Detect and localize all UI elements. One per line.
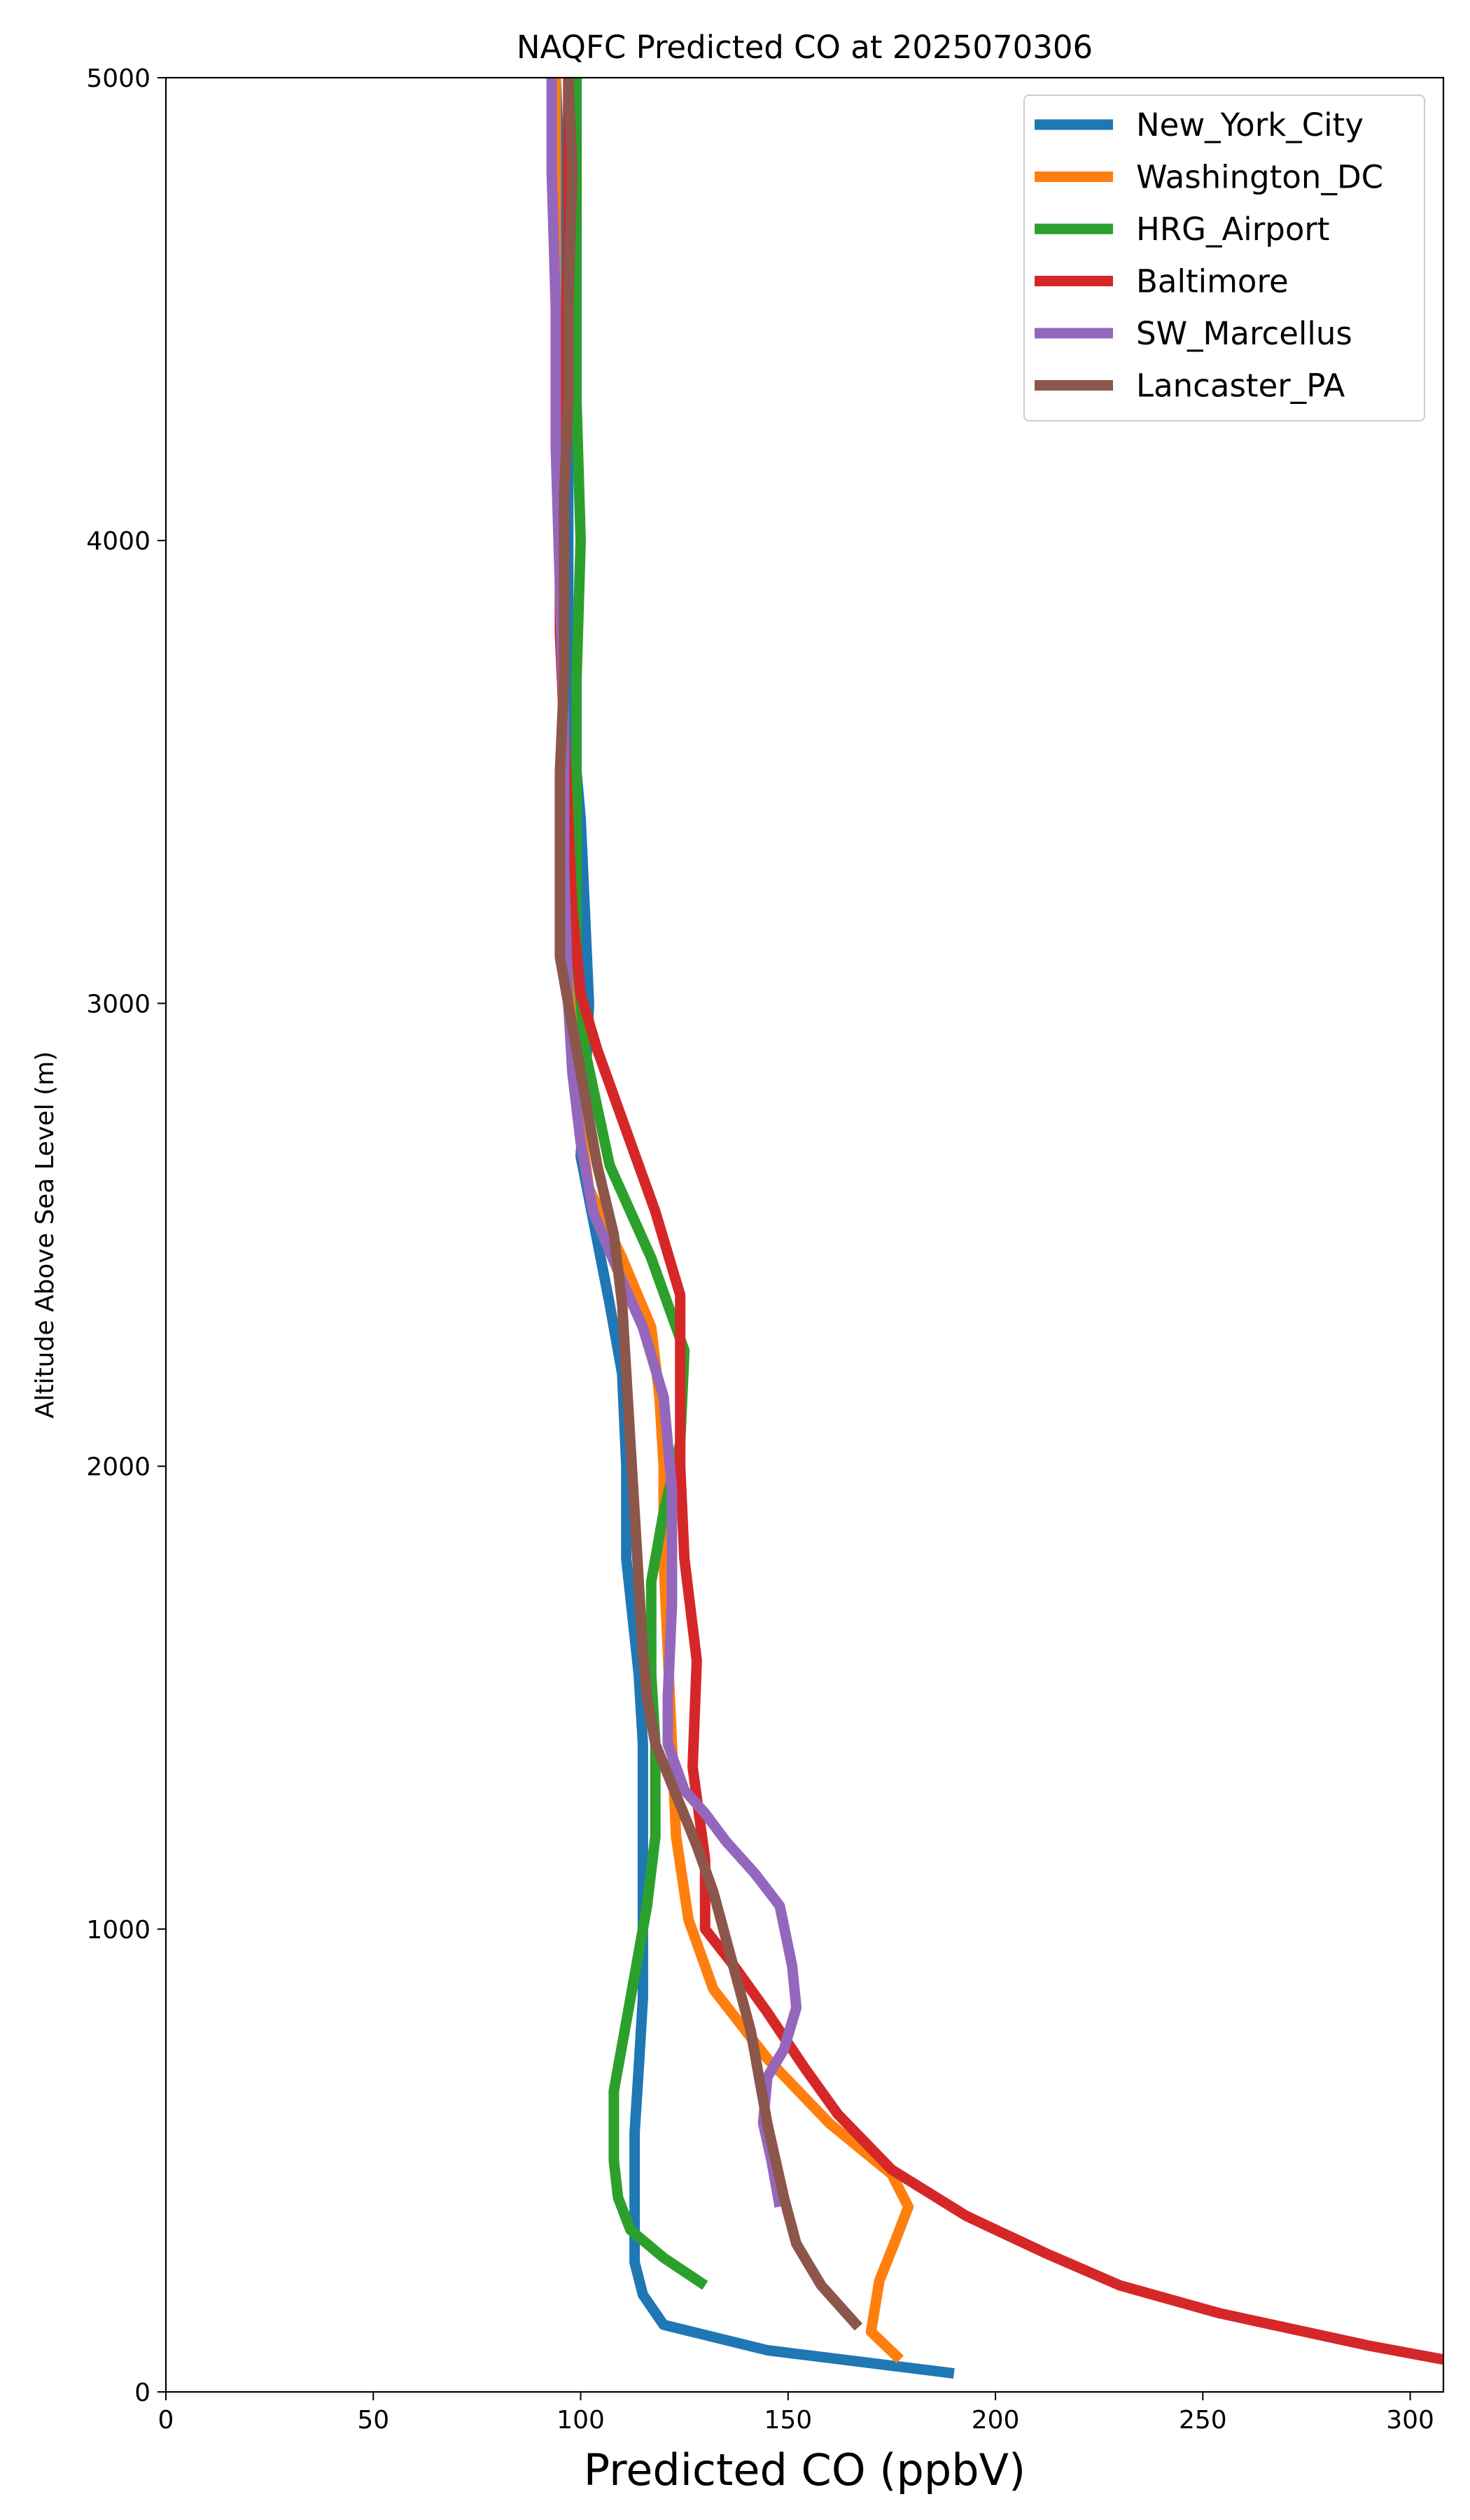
x-tick-label: 200: [972, 2406, 1020, 2435]
y-tick-label: 0: [134, 2379, 150, 2407]
legend-label: Washington_DC: [1136, 159, 1383, 196]
x-tick-label: 250: [1179, 2406, 1227, 2435]
legend-label: HRG_Airport: [1136, 211, 1330, 248]
x-tick-label: 150: [764, 2406, 812, 2435]
legend-label: SW_Marcellus: [1136, 315, 1352, 352]
x-tick-label: 300: [1386, 2406, 1434, 2435]
chart-title: NAQFC Predicted CO at 2025070306: [517, 29, 1093, 66]
series-layer: [546, 78, 1443, 2379]
legend-frame: [1023, 94, 1425, 421]
y-axis-ticks: 0 1000 2000 3000 4000 5000: [86, 64, 166, 2407]
y-tick-label: 5000: [86, 64, 150, 93]
series-line-lancaster-pa: [554, 78, 863, 2331]
x-tick-label: 0: [158, 2406, 174, 2435]
legend-label: Lancaster_PA: [1136, 368, 1345, 405]
y-tick-label: 3000: [86, 990, 150, 1018]
y-tick-label: 2000: [86, 1453, 150, 1482]
x-tick-label: 100: [556, 2406, 605, 2435]
legend: New_York_City Washington_DC HRG_Airport Bal…: [1023, 94, 1425, 421]
x-axis-label: Predicted CO (ppbV): [584, 2444, 1026, 2496]
series-line-hrg-airport: [571, 78, 708, 2290]
legend-label: Baltimore: [1136, 263, 1289, 300]
x-tick-label: 50: [357, 2406, 389, 2435]
y-tick-label: 1000: [86, 1916, 150, 1945]
axes-frame: [164, 76, 1445, 2393]
y-tick-label: 4000: [86, 527, 150, 556]
y-axis-label: Altitude Above Sea Level (m): [31, 1051, 59, 1419]
x-axis-ticks: 0 50 100 150 200 250 300: [158, 2392, 1434, 2435]
legend-label: New_York_City: [1136, 106, 1364, 144]
